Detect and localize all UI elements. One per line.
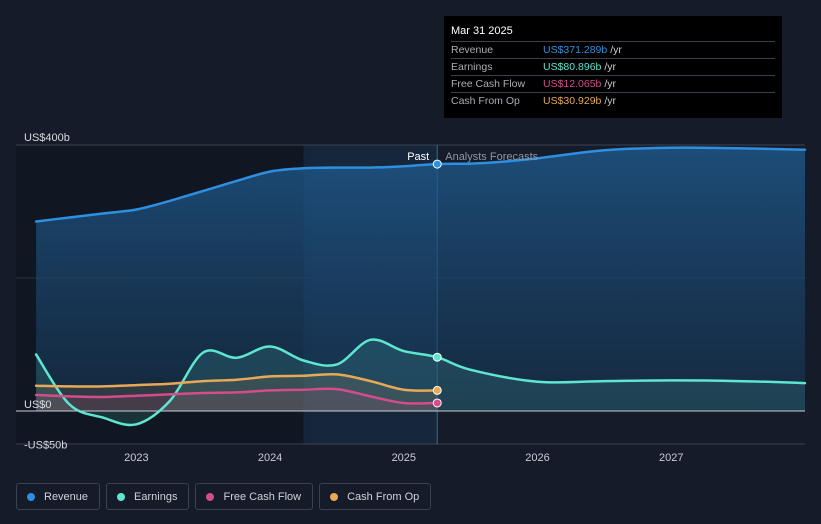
y-axis-label: US$0 bbox=[24, 399, 52, 411]
series-area-free-cash-flow bbox=[36, 388, 438, 411]
tooltip-unit: /yr bbox=[610, 44, 622, 56]
x-axis-tick-label: 2026 bbox=[525, 452, 549, 464]
series-line-earnings bbox=[34, 338, 807, 427]
legend: Revenue Earnings Free Cash Flow Cash Fro… bbox=[16, 483, 432, 510]
tooltip-unit: /yr bbox=[604, 78, 617, 90]
legend-item-cash-from-op[interactable]: Cash From Op bbox=[319, 483, 432, 510]
tooltip-value: US$30.929b bbox=[543, 95, 602, 107]
legend-dot-icon bbox=[117, 492, 126, 501]
x-axis-tick-label: 2023 bbox=[124, 452, 148, 464]
data-point-earnings bbox=[432, 352, 442, 362]
data-point-free-cash-flow bbox=[432, 398, 442, 408]
legend-dot-icon bbox=[206, 492, 215, 501]
tooltip-row-revenue: Revenue US$371.289b /yr bbox=[451, 41, 775, 58]
tooltip-label: Cash From Op bbox=[451, 95, 520, 107]
x-axis-tick-label: 2025 bbox=[392, 452, 416, 464]
y-axis-label: -US$50b bbox=[24, 439, 67, 451]
tooltip-value: US$12.065b bbox=[543, 78, 602, 90]
series-line-cash-from-op bbox=[34, 372, 439, 392]
tooltip-label: Earnings bbox=[451, 61, 493, 73]
tooltip-value: US$80.896b bbox=[543, 61, 602, 73]
legend-item-revenue[interactable]: Revenue bbox=[16, 483, 101, 510]
legend-dot-icon bbox=[330, 492, 339, 501]
x-axis-tick-label: 2024 bbox=[258, 452, 282, 464]
series-area-earnings bbox=[36, 339, 806, 426]
x-axis-tick-label: 2027 bbox=[659, 452, 683, 464]
legend-label: Cash From Op bbox=[347, 490, 420, 503]
tooltip-label: Revenue bbox=[451, 44, 494, 56]
tooltip-unit: /yr bbox=[604, 95, 617, 107]
tooltip-value: US$371.289b bbox=[543, 44, 608, 56]
y-axis-label: US$400b bbox=[24, 132, 70, 144]
forecast-label: Analysts Forecasts bbox=[445, 151, 538, 163]
past-label: Past bbox=[407, 151, 429, 163]
series-line-free-cash-flow bbox=[34, 387, 439, 405]
tooltip-row-free-cash-flow: Free Cash Flow US$12.065b /yr bbox=[451, 75, 775, 92]
series-area-revenue bbox=[36, 147, 806, 411]
tooltip-label: Free Cash Flow bbox=[451, 78, 526, 90]
legend-item-earnings[interactable]: Earnings bbox=[106, 483, 190, 510]
data-point-revenue bbox=[432, 159, 442, 169]
series-line-revenue bbox=[34, 146, 807, 223]
legend-item-free-cash-flow[interactable]: Free Cash Flow bbox=[195, 483, 314, 510]
tooltip-row-cash-from-op: Cash From Op US$30.929b /yr bbox=[451, 92, 775, 109]
tooltip-row-earnings: Earnings US$80.896b /yr bbox=[451, 58, 775, 75]
data-point-cash-from-op bbox=[432, 385, 442, 395]
legend-label: Free Cash Flow bbox=[223, 490, 302, 503]
legend-dot-icon bbox=[27, 492, 35, 501]
legend-label: Revenue bbox=[44, 490, 89, 503]
tooltip: Mar 31 2025 Revenue US$371.289b /yr Earn… bbox=[444, 16, 782, 118]
tooltip-unit: /yr bbox=[604, 61, 617, 73]
legend-label: Earnings bbox=[134, 490, 178, 503]
tooltip-date: Mar 31 2025 bbox=[451, 25, 513, 37]
